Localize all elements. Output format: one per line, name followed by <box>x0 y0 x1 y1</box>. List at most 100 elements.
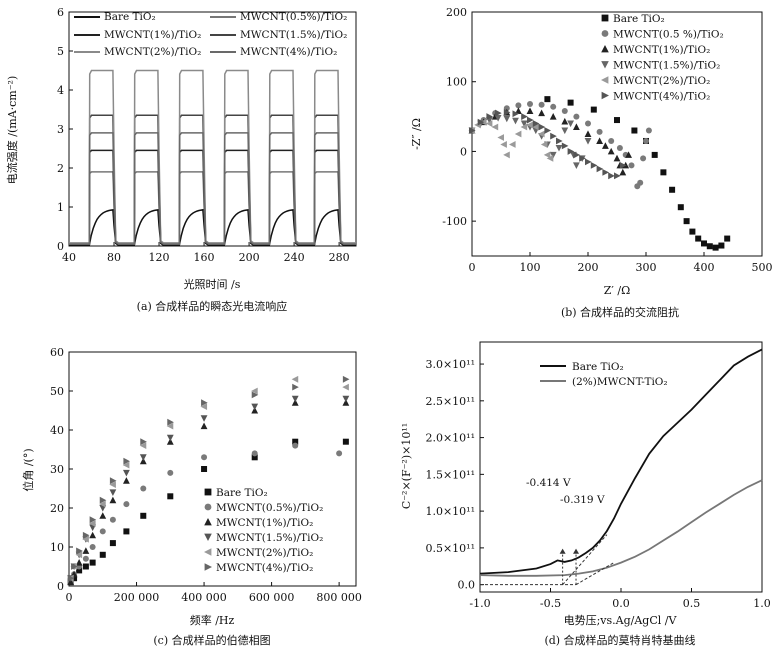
panel-a-ytick-label: 3 <box>57 123 64 136</box>
panel-c-legend-marker <box>204 563 212 571</box>
panel-c-point <box>140 438 147 446</box>
panel-b-legend-label: MWCNT(2%)/TiO₂ <box>613 75 710 87</box>
panel-c-point <box>82 563 89 570</box>
panel-b-point <box>494 114 502 122</box>
panel-b-legend-label: MWCNT(4%)/TiO₂ <box>613 91 710 103</box>
panel-b-point <box>579 155 586 162</box>
panel-b-point <box>614 117 620 124</box>
panel-b-point <box>561 117 569 125</box>
panel-c-point <box>200 403 208 410</box>
panel-b-point <box>596 165 604 173</box>
panel-a-legend-label: MWCNT(0.5%)/TiO₂ <box>240 11 347 23</box>
panel-b-point <box>573 113 580 120</box>
panel-b-point <box>532 123 539 131</box>
panel-b-point <box>706 243 713 250</box>
panel-c-point <box>71 563 78 570</box>
panel-d-caption: (d) 合成样品的莫特肖特基曲线 <box>544 633 695 647</box>
panel-c-point <box>89 544 96 550</box>
panel-d-tangent-bare <box>562 534 608 585</box>
panel-d-annot-label: -0.319 V <box>560 494 605 506</box>
panel-c-point <box>67 574 75 582</box>
panel-b-point <box>695 235 702 242</box>
panel-c-point <box>201 399 208 407</box>
panel-c-point <box>82 547 90 554</box>
panel-b-point <box>637 179 644 186</box>
panel-b-point <box>555 144 563 152</box>
panel-b-point <box>495 109 502 117</box>
panel-c-legend-marker <box>204 548 212 556</box>
panel-c-xtick-label: 200 000 <box>114 591 160 604</box>
panel-a-xtick-label: 240 <box>284 251 305 264</box>
panel-c-point <box>109 540 116 547</box>
panel-c-point <box>109 481 116 488</box>
panel-c-xlabel: 频率 /Hz <box>190 613 235 627</box>
panel-c-point <box>342 399 350 406</box>
panel-c-point <box>251 391 259 399</box>
panel-b-point <box>500 141 507 148</box>
panel-a-caption: (a) 合成样品的瞬态光电流响应 <box>137 299 288 313</box>
panel-b-point <box>532 120 540 127</box>
panel-d-ytick-label: 3.0×10¹¹ <box>425 358 475 371</box>
panel-d-series-line <box>479 479 763 577</box>
panel-c-ytick-label: 10 <box>50 541 64 554</box>
panel-b-xlabel: Z′ /Ω <box>604 284 630 297</box>
panel-c-legend-label: MWCNT(2%)/TiO₂ <box>216 547 313 559</box>
panel-c-point <box>109 496 117 504</box>
panel-a-legend-label: MWCNT(2%)/TiO₂ <box>104 46 201 58</box>
panel-b-ytick-label: 100 <box>446 76 467 89</box>
panel-b-point <box>561 107 568 114</box>
panel-c-legend-label: MWCNT(1.5%)/TiO₂ <box>216 532 323 544</box>
panel-b-point <box>619 161 627 169</box>
panel-c-point <box>99 551 106 558</box>
panel-a-xtick-label: 280 <box>329 251 350 264</box>
panel-b-point <box>550 132 557 140</box>
panel-c-point <box>140 485 147 492</box>
panel-c-point <box>123 501 130 508</box>
panel-b-point <box>585 158 592 166</box>
panel-a-legend-label: Bare TiO₂ <box>104 11 156 23</box>
panel-c-point <box>99 496 107 504</box>
panel-c-ytick-label: 0 <box>57 580 64 593</box>
panel-c-point <box>251 403 259 411</box>
panel-c-point <box>109 477 117 485</box>
panel-b-point <box>527 116 534 124</box>
panel-c-point <box>166 434 174 442</box>
panel-c-point <box>75 559 83 566</box>
panel-c-point <box>99 528 106 535</box>
panel-d-series-line <box>479 348 763 575</box>
panel-b-legend-marker <box>601 91 609 100</box>
panel-a-xlabel: 光照时间 /s <box>184 277 241 291</box>
panel-d-xtick-label: 0.0 <box>612 597 630 610</box>
panel-b-point <box>543 151 551 159</box>
panel-b-point <box>567 120 574 128</box>
panel-c-point <box>99 500 106 508</box>
panel-c-point <box>123 477 130 484</box>
panel-c-point <box>166 422 174 430</box>
panel-a-ytick-label: 4 <box>57 84 64 97</box>
panel-b-point <box>590 106 597 113</box>
panel-c-xtick-label: 800 000 <box>316 591 362 604</box>
panel-c-point <box>123 457 130 465</box>
panel-b-point <box>584 130 592 137</box>
panel-b-point <box>602 168 609 176</box>
panel-c-bode: 0 200 000 400 000 600 000 800 000 0 10 20 30 40 50… <box>21 346 362 647</box>
panel-b-point <box>561 142 569 150</box>
panel-b-legend-marker <box>601 61 609 69</box>
panel-b-point <box>556 137 563 145</box>
panel-c-point <box>89 520 96 527</box>
panel-b-point <box>567 148 575 155</box>
panel-b-legend-label: MWCNT(1%)/TiO₂ <box>613 44 710 56</box>
panel-b-legend-marker <box>601 76 609 84</box>
panel-c-point <box>200 415 208 422</box>
panel-b-ytick-label: -100 <box>442 215 467 228</box>
panel-b-point <box>515 102 522 109</box>
panel-b-point <box>660 169 667 176</box>
panel-b-point <box>683 218 690 225</box>
panel-c-ytick-label: 40 <box>50 424 64 437</box>
panel-c-point <box>167 493 174 500</box>
panel-d-legend-label: Bare TiO₂ <box>572 361 624 373</box>
panel-b-point <box>669 186 676 193</box>
panel-d-xtick-label: 0.5 <box>683 597 701 610</box>
panel-c-point <box>89 531 97 539</box>
panel-d-tangent-mwcnt <box>575 562 615 586</box>
